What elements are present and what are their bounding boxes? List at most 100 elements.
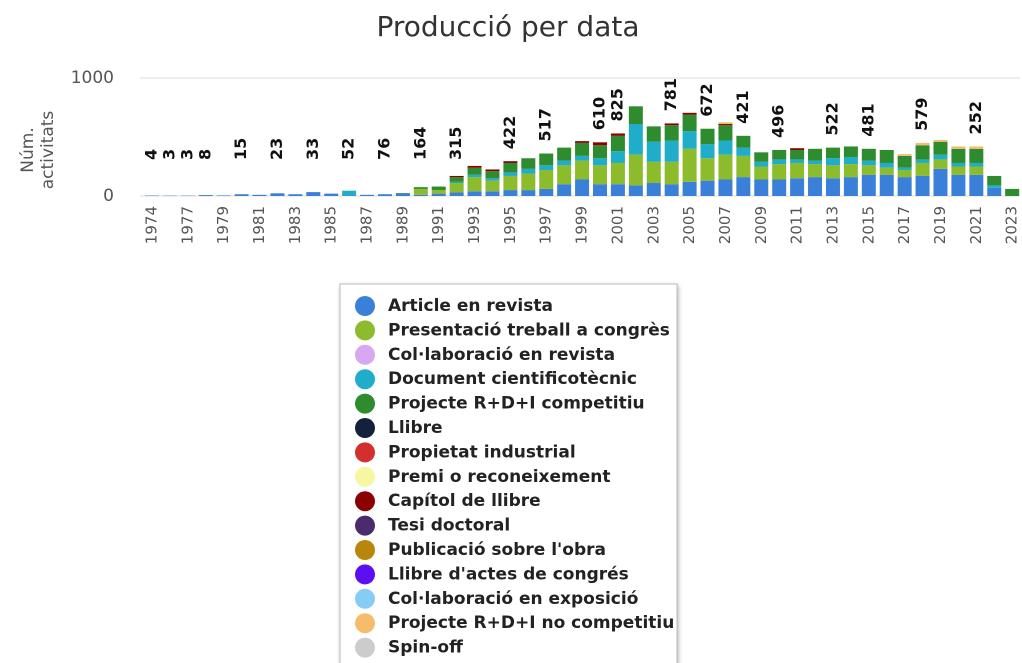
legend-marker xyxy=(355,296,375,316)
bar-segment xyxy=(808,164,823,178)
bar-segment xyxy=(736,177,751,196)
bar-segment xyxy=(700,144,715,159)
bar-segment xyxy=(431,186,446,191)
bar-segment xyxy=(413,194,428,196)
bar-segment xyxy=(610,135,625,152)
bar-segment xyxy=(915,159,930,163)
bar-segment xyxy=(593,142,607,146)
x-tick-label: 1974 xyxy=(143,206,161,244)
bar-segment xyxy=(969,148,984,163)
data-label: 421 xyxy=(733,90,752,123)
bar-segment xyxy=(718,140,733,155)
legend-label: Llibre d'actes de congrés xyxy=(388,564,629,584)
legend-label: Propietat industrial xyxy=(388,442,576,462)
bar-segment xyxy=(467,167,482,175)
bar-segment xyxy=(593,165,607,185)
bar-segment xyxy=(897,167,912,171)
bar-segment xyxy=(342,195,357,196)
bar-segment xyxy=(718,154,733,180)
bar-segment xyxy=(467,177,482,192)
bar-segment xyxy=(575,160,590,180)
bar-segment xyxy=(610,133,625,136)
bar-segment xyxy=(825,165,840,179)
bar-segment xyxy=(449,181,464,184)
bar-segment xyxy=(198,195,213,196)
data-label: 52 xyxy=(339,138,358,160)
bar-segment xyxy=(646,141,661,162)
legend-label: Col·laboració en revista xyxy=(388,345,615,365)
bar-segment xyxy=(861,160,876,166)
bar-segment xyxy=(575,141,590,143)
bar-segment xyxy=(664,123,679,126)
legend-label: Llibre xyxy=(388,418,443,438)
bar-segment xyxy=(790,162,805,179)
x-tick-label: 2005 xyxy=(680,206,698,244)
bar-segment xyxy=(843,157,858,165)
x-tick-label: 1987 xyxy=(358,206,376,244)
legend-marker xyxy=(355,418,375,438)
bar-segment xyxy=(449,192,464,196)
legend-marker xyxy=(355,588,375,609)
bar-segment xyxy=(969,146,984,149)
x-tick-label: 2001 xyxy=(608,206,626,244)
bar-segment xyxy=(306,192,321,196)
bar-segment xyxy=(682,148,697,182)
x-tick-label: 1995 xyxy=(501,206,519,244)
bar-segment xyxy=(772,164,787,180)
x-tick-label: 2017 xyxy=(895,206,913,244)
legend-label: Spin-off xyxy=(388,638,463,658)
data-label: 496 xyxy=(769,105,788,138)
bar-segment xyxy=(646,183,661,196)
bar-segment xyxy=(377,194,392,196)
x-tick-label: 1981 xyxy=(250,206,268,244)
x-tick-label: 1985 xyxy=(322,206,340,244)
data-label: 23 xyxy=(267,138,286,160)
bar-segment xyxy=(288,194,303,196)
bar-segment xyxy=(951,166,966,175)
bar-segment xyxy=(718,125,733,141)
data-label: 522 xyxy=(822,102,841,135)
data-label: 579 xyxy=(912,97,931,130)
bar-segment xyxy=(413,188,428,195)
bar-segment xyxy=(628,124,643,155)
bar-segment xyxy=(897,177,912,196)
bar-segment xyxy=(431,190,446,194)
bar-segment xyxy=(951,146,966,149)
data-label: 610 xyxy=(590,97,609,130)
bar-segment xyxy=(987,187,1002,196)
bar-segment xyxy=(825,147,840,159)
bar-segment xyxy=(718,122,733,125)
bar-segment xyxy=(682,114,697,132)
bar-segment xyxy=(485,178,500,181)
legend-label: Tesi doctoral xyxy=(388,516,510,536)
bar-segment xyxy=(915,145,930,160)
chart-title: Producció per data xyxy=(376,10,639,43)
bar-segment xyxy=(521,173,536,191)
y-tick-label: 1000 xyxy=(71,68,114,88)
bar-segment xyxy=(897,170,912,178)
bar-segment xyxy=(467,174,482,178)
legend-marker xyxy=(355,369,375,390)
bar-segment xyxy=(664,125,679,141)
bar-segment xyxy=(790,178,805,196)
bar-segment xyxy=(557,165,572,185)
bar-segment xyxy=(843,146,858,158)
legend-marker xyxy=(355,344,375,365)
x-tick-label: 2011 xyxy=(788,206,806,244)
bar-segment xyxy=(664,140,679,162)
bar-segment xyxy=(987,185,1002,188)
bar-segment xyxy=(467,165,482,168)
bar-segment xyxy=(449,177,464,182)
data-label: 517 xyxy=(536,108,555,141)
bar-segment xyxy=(718,179,733,196)
legend-marker xyxy=(355,442,375,463)
bar-segment xyxy=(503,190,518,196)
bar-segment xyxy=(324,193,339,196)
bar-segment xyxy=(987,175,1002,186)
bar-segment xyxy=(593,184,607,196)
bar-segment xyxy=(915,142,930,146)
bar-segment xyxy=(825,178,840,196)
bar-segment xyxy=(933,168,948,196)
bar-segment xyxy=(646,161,661,184)
data-label: 8 xyxy=(195,149,214,160)
